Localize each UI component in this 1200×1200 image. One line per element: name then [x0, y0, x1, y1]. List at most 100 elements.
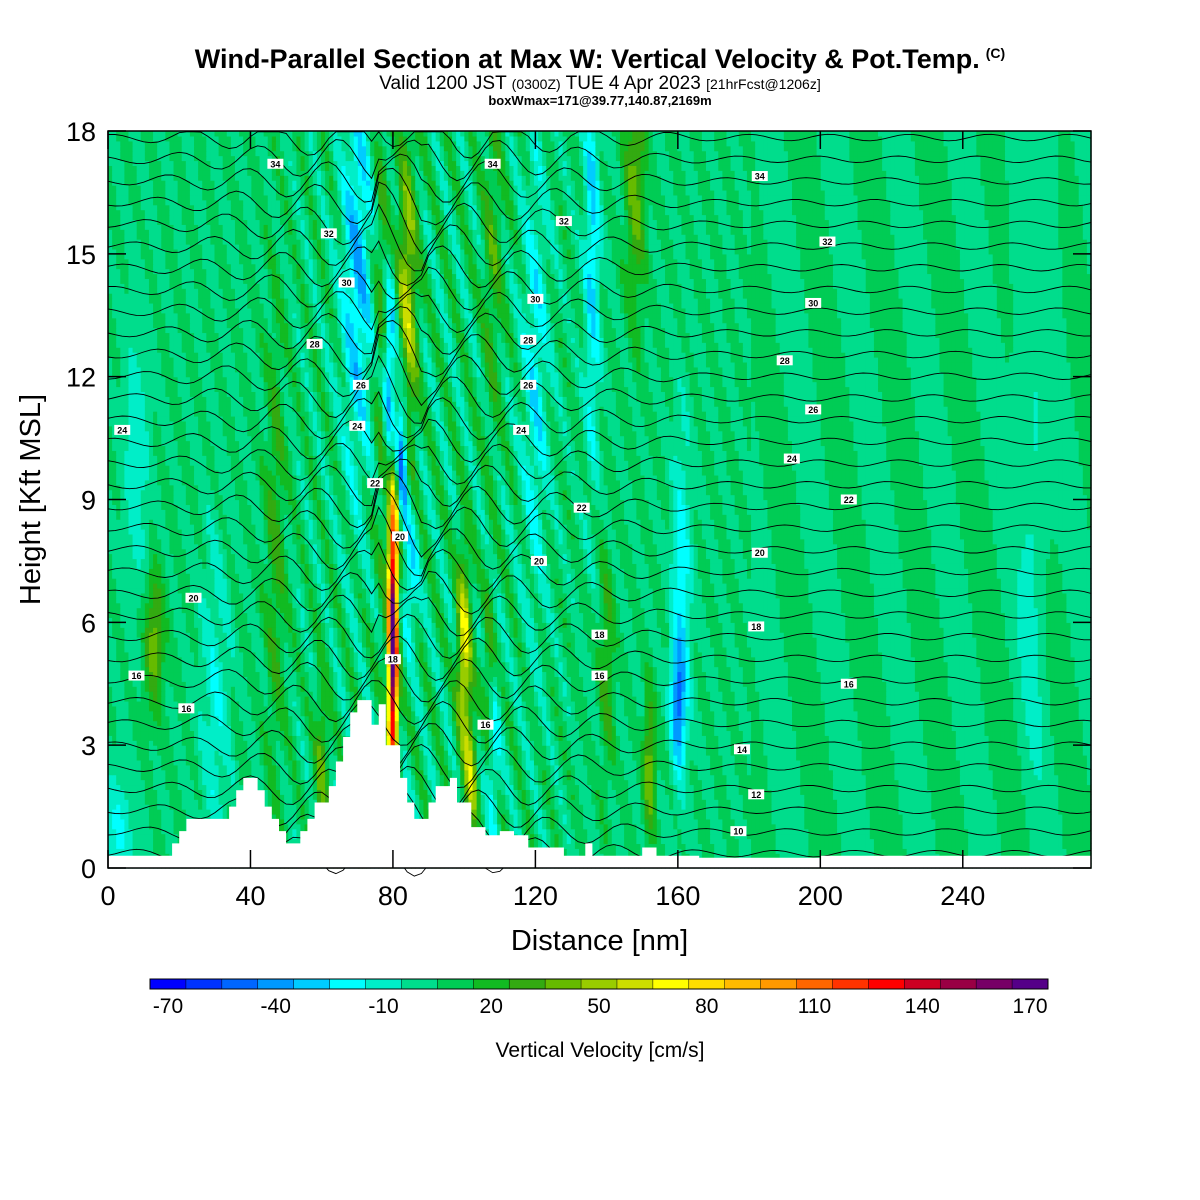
velocity-cell [587, 834, 592, 840]
velocity-cell [862, 770, 867, 776]
velocity-cell [710, 839, 715, 845]
velocity-cell [833, 824, 838, 830]
velocity-cell [276, 814, 281, 820]
velocity-cell [157, 775, 162, 781]
velocity-cell [710, 770, 715, 776]
velocity-cell [878, 775, 883, 781]
velocity-cell [755, 814, 760, 820]
velocity-cell [591, 829, 596, 835]
velocity-cell [939, 780, 944, 786]
velocity-cell [804, 809, 809, 815]
velocity-cell [288, 794, 293, 800]
velocity-cell [985, 829, 990, 835]
velocity-cell [751, 780, 756, 786]
velocity-cell [894, 839, 899, 845]
velocity-cell [653, 794, 658, 800]
velocity-cell [874, 780, 879, 786]
velocity-cell [149, 834, 154, 840]
velocity-cell [546, 829, 551, 835]
velocity-cell [792, 819, 797, 825]
velocity-cell [141, 784, 146, 790]
velocity-cell [731, 814, 736, 820]
velocity-cell [751, 804, 756, 810]
velocity-cell [866, 775, 871, 781]
velocity-cell [890, 789, 895, 795]
velocity-cell [198, 770, 203, 776]
velocity-cell [800, 843, 805, 849]
velocity-cell [956, 770, 961, 776]
velocity-cell [1066, 839, 1071, 845]
velocity-cell [1021, 843, 1026, 849]
velocity-cell [657, 789, 662, 795]
velocity-cell [956, 794, 961, 800]
velocity-cell [858, 843, 863, 849]
velocity-cell [493, 784, 498, 790]
velocity-cell [903, 829, 908, 835]
velocity-cell [530, 829, 535, 835]
velocity-cell [706, 780, 711, 786]
velocity-cell [251, 765, 256, 771]
velocity-cell [694, 834, 699, 840]
velocity-cell [972, 843, 977, 849]
velocity-cell [862, 814, 867, 820]
velocity-cell [583, 809, 588, 815]
velocity-cell [149, 789, 154, 795]
velocity-cell [513, 775, 518, 781]
velocity-cell [1054, 799, 1059, 805]
velocity-cell [280, 804, 285, 810]
velocity-cell [767, 834, 772, 840]
velocity-cell [862, 829, 867, 835]
velocity-cell [559, 839, 564, 845]
velocity-cell [268, 799, 273, 805]
velocity-cell [985, 819, 990, 825]
velocity-cell [976, 819, 981, 825]
velocity-cell [767, 839, 772, 845]
velocity-cell [595, 784, 600, 790]
velocity-cell [1071, 794, 1076, 800]
velocity-cell [739, 775, 744, 781]
velocity-cell [1083, 839, 1088, 845]
velocity-cell [612, 834, 617, 840]
velocity-cell [948, 819, 953, 825]
velocity-cell [661, 829, 666, 835]
velocity-cell [247, 765, 252, 771]
velocity-cell [911, 799, 916, 805]
velocity-cell [931, 789, 936, 795]
velocity-cell [653, 765, 658, 771]
velocity-cell [845, 775, 850, 781]
velocity-cell [1079, 770, 1084, 776]
velocity-cell [821, 843, 826, 849]
velocity-cell [534, 814, 539, 820]
velocity-cell [747, 804, 752, 810]
velocity-cell [874, 789, 879, 795]
velocity-cell [485, 809, 490, 815]
velocity-cell [116, 770, 121, 776]
velocity-cell [858, 819, 863, 825]
velocity-cell [931, 784, 936, 790]
velocity-cell [628, 834, 633, 840]
velocity-cell [661, 843, 666, 849]
velocity-cell [886, 799, 891, 805]
velocity-cell [137, 804, 142, 810]
velocity-cell [661, 824, 666, 830]
velocity-cell [829, 799, 834, 805]
velocity-cell [182, 770, 187, 776]
velocity-cell [190, 775, 195, 781]
velocity-cell [686, 824, 691, 830]
velocity-cell [886, 780, 891, 786]
velocity-cell [407, 765, 412, 771]
velocity-cell [202, 804, 207, 810]
velocity-cell [878, 829, 883, 835]
velocity-cell [628, 794, 633, 800]
velocity-cell [907, 799, 912, 805]
velocity-cell [939, 799, 944, 805]
velocity-cell [624, 794, 629, 800]
velocity-cell [1042, 834, 1047, 840]
velocity-cell [980, 775, 985, 781]
velocity-cell [1050, 843, 1055, 849]
velocity-cell [1066, 809, 1071, 815]
velocity-cell [899, 775, 904, 781]
velocity-cell [817, 794, 822, 800]
velocity-cell [1009, 814, 1014, 820]
velocity-cell [976, 804, 981, 810]
